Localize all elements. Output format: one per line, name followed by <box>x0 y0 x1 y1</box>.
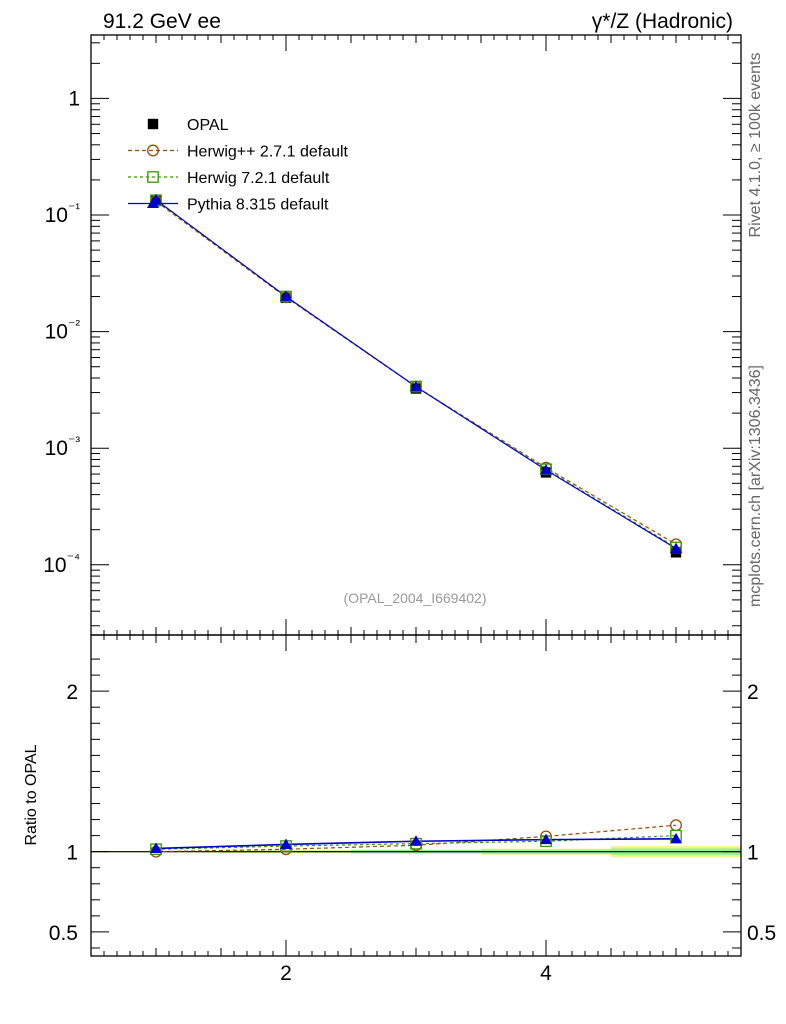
legend-label-pythia: Pythia 8.315 default <box>187 197 329 214</box>
y-tick-label: 10⁻² <box>45 317 81 344</box>
ratio-ylabel: Ratio to OPAL <box>23 744 40 845</box>
y-tick-label: 10⁻⁴ <box>43 550 80 577</box>
analysis-tag: (OPAL_2004_I669402) <box>344 590 487 606</box>
ratio-y-tick-label-left: 0.5 <box>49 922 78 945</box>
ratio-frame <box>90 634 742 957</box>
ratio-y-tick-label-right: 1 <box>747 842 759 865</box>
ratio-plot-panel: 2 4 0.5 0.5 1 1 2 2 <box>49 634 776 985</box>
ratio-point-pythia <box>410 835 422 846</box>
ratio-y-tick-label-left: 1 <box>66 842 78 865</box>
legend-label-herwigpp: Herwig++ 2.7.1 default <box>187 144 349 161</box>
legend-marker-herwigpp <box>147 144 159 157</box>
legend-marker-opal <box>147 118 159 130</box>
series-line-herwigpp <box>155 200 677 545</box>
legend-label-herwig7: Herwig 7.2.1 default <box>187 170 330 187</box>
ratio-point-pythia <box>670 832 682 844</box>
y-tick-label: 10⁻¹ <box>45 200 81 227</box>
mcplots-label: mcplots.cern.ch [arXiv:1306.3436] <box>747 365 764 607</box>
legend-label-opal: OPAL <box>187 117 229 134</box>
ratio-y-tick-label-left: 2 <box>66 681 78 704</box>
rivet-version-label: Rivet 4.1.0, ≥ 100k events <box>747 53 764 238</box>
ratio-y-tick-label-right: 2 <box>747 681 759 704</box>
ratio-point-pythia <box>150 842 162 853</box>
right-title: γ*/Z (Hadronic) <box>592 10 733 33</box>
legend: OPAL Herwig++ 2.7.1 default Herwig 7.2.1 d… <box>128 117 349 214</box>
legend-marker-pythia <box>147 197 159 208</box>
ratio-y-tick-label-right: 0.5 <box>747 922 776 945</box>
left-title: 91.2 GeV ee <box>103 10 221 33</box>
x-tick-label: 4 <box>540 962 552 985</box>
ratio-point-pythia <box>280 838 292 849</box>
legend-marker-herwig7 <box>147 171 159 183</box>
y-tick-label: 1 <box>68 87 80 110</box>
data-point-pythia <box>540 464 552 475</box>
series-line-herwig7 <box>155 199 677 548</box>
data-point-pythia <box>670 542 682 553</box>
y-tick-label: 10⁻³ <box>45 433 81 460</box>
data-point-pythia <box>280 290 292 302</box>
ratio-point-pythia <box>540 833 552 845</box>
x-tick-label: 2 <box>280 962 292 985</box>
data-point-pythia <box>410 380 422 392</box>
series-line-pythia <box>155 199 677 550</box>
